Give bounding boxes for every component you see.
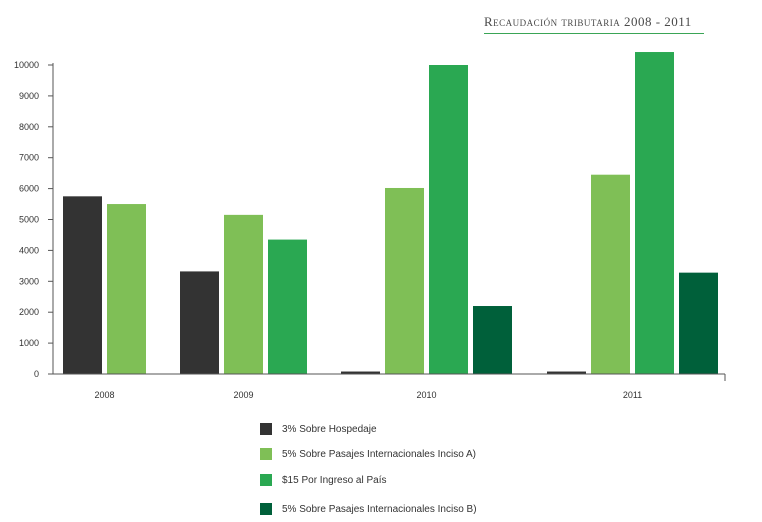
bar-2009-series-2 [224,214,263,374]
bar-2010-series-3 [429,65,468,374]
bar-2008-series-2 [107,204,146,374]
legend-label: $15 Por Ingreso al País [282,475,387,486]
x-tick-label-2010: 2010 [416,390,436,400]
y-tick-label: 2000 [19,307,39,317]
y-tick-label: 8000 [19,122,39,132]
bar-2011-series-4 [679,272,718,374]
legend-swatch [260,448,272,460]
bar-2009-series-1 [180,271,219,374]
legend-label: 3% Sobre Hospedaje [282,424,377,435]
bar-2011-series-2 [591,174,630,374]
title-underline [484,33,704,34]
legend-swatch [260,474,272,486]
y-tick-label: 9000 [19,91,39,101]
y-axis: 0 1000 2000 3000 4000 5000 6000 7000 8000 9000 100… [14,60,54,379]
bar-2011-series-3 [635,52,674,374]
bar-2010-series-1 [341,371,380,374]
y-tick-label: 4000 [19,245,39,255]
bar-2010-series-4 [473,306,512,374]
legend-label: 5% Sobre Pasajes Internacionales Inciso … [282,504,477,515]
legend-swatch [260,423,272,435]
bars [63,52,718,374]
x-tick-label-2009: 2009 [233,390,253,400]
bar-chart: 0 1000 2000 3000 4000 5000 6000 7000 8000 9000 100… [14,52,726,400]
bar-2010-series-2 [385,187,424,374]
y-tick-label: 1000 [19,338,39,348]
x-tick-label-2011: 2011 [623,390,642,400]
bar-2009-series-3 [268,239,307,374]
legend-label: 5% Sobre Pasajes Internacionales Inciso … [282,449,476,460]
y-tick-label: 5000 [19,215,39,225]
y-tick-label: 0 [34,369,39,379]
x-tick-label-2008: 2008 [94,390,114,400]
bar-2008-series-1 [63,196,102,374]
y-tick-label: 7000 [19,153,39,163]
y-tick-label: 3000 [19,276,39,286]
legend-swatch [260,503,272,515]
x-axis: 2008 2009 2010 2011 [53,373,726,400]
bar-2011-series-1 [547,371,586,374]
chart-title: Recaudación tributaria 2008 - 2011 [484,14,692,29]
y-tick-label: 10000 [14,60,39,70]
y-tick-label: 6000 [19,184,39,194]
